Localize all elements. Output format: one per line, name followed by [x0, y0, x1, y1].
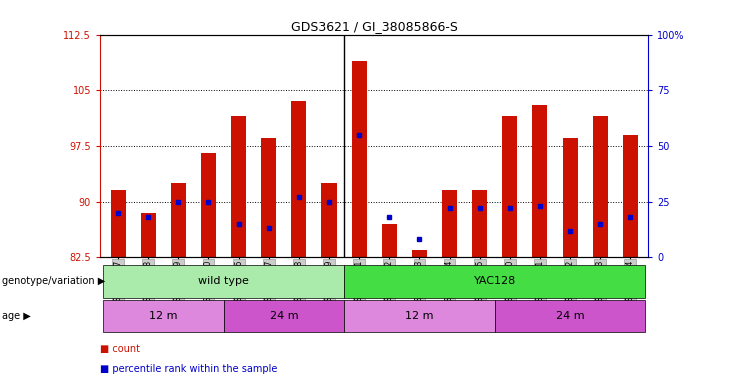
- Bar: [352, 61, 367, 257]
- Bar: [562, 139, 577, 257]
- Bar: [472, 190, 487, 257]
- Bar: [103, 300, 224, 332]
- Bar: [344, 300, 495, 332]
- Text: ■ count: ■ count: [100, 344, 140, 354]
- Text: 24 m: 24 m: [556, 311, 585, 321]
- Bar: [622, 135, 638, 257]
- Bar: [532, 105, 548, 257]
- Bar: [103, 265, 344, 298]
- Text: ■ percentile rank within the sample: ■ percentile rank within the sample: [100, 364, 277, 374]
- Text: 12 m: 12 m: [149, 311, 178, 321]
- Text: wild type: wild type: [198, 276, 249, 286]
- Text: age ▶: age ▶: [2, 311, 31, 321]
- Bar: [141, 213, 156, 257]
- Bar: [382, 224, 396, 257]
- Bar: [110, 190, 126, 257]
- Bar: [322, 183, 336, 257]
- Bar: [262, 139, 276, 257]
- Bar: [593, 116, 608, 257]
- Bar: [495, 300, 645, 332]
- Bar: [201, 153, 216, 257]
- Bar: [224, 300, 344, 332]
- Text: 24 m: 24 m: [270, 311, 298, 321]
- Bar: [412, 250, 427, 257]
- Bar: [291, 101, 307, 257]
- Title: GDS3621 / GI_38085866-S: GDS3621 / GI_38085866-S: [290, 20, 458, 33]
- Text: 12 m: 12 m: [405, 311, 433, 321]
- Bar: [171, 183, 186, 257]
- Bar: [231, 116, 246, 257]
- Bar: [442, 190, 457, 257]
- Bar: [344, 265, 645, 298]
- Text: genotype/variation ▶: genotype/variation ▶: [2, 276, 105, 286]
- Bar: [502, 116, 517, 257]
- Text: YAC128: YAC128: [473, 276, 516, 286]
